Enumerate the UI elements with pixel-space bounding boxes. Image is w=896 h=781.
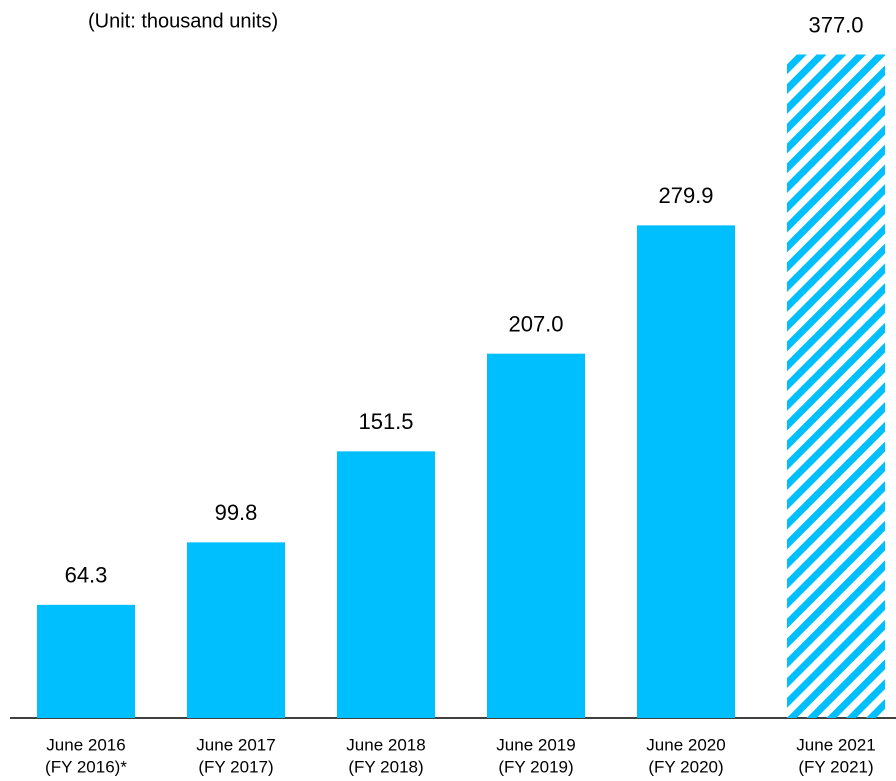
bar: [187, 542, 285, 718]
x-tick-label: June 2020: [646, 735, 725, 754]
x-tick-label: (FY 2016)*: [45, 757, 127, 776]
value-label: 207.0: [508, 311, 563, 336]
x-tick-label: June 2017: [196, 735, 275, 754]
value-label: 377.0: [808, 12, 863, 37]
x-tick-label: June 2016: [46, 735, 125, 754]
value-label: 151.5: [358, 409, 413, 434]
x-tick-label: (FY 2019): [498, 757, 573, 776]
bar: [487, 353, 585, 718]
bar: [787, 54, 885, 719]
x-tick-label: (FY 2020): [648, 757, 723, 776]
x-tick-label: June 2018: [346, 735, 425, 754]
value-label: 64.3: [65, 563, 108, 588]
x-tick-label: (FY 2018): [348, 757, 423, 776]
bar: [337, 451, 435, 718]
bar: [37, 604, 135, 718]
x-tick-label: June 2019: [496, 735, 575, 754]
x-tick-label: (FY 2017): [198, 757, 273, 776]
chart-subtitle: (Unit: thousand units): [88, 10, 278, 32]
value-label: 99.8: [215, 500, 258, 525]
x-tick-label: (FY 2021): [798, 757, 873, 776]
bar: [637, 225, 735, 718]
value-label: 279.9: [658, 183, 713, 208]
x-tick-label: June 2021: [796, 735, 875, 754]
